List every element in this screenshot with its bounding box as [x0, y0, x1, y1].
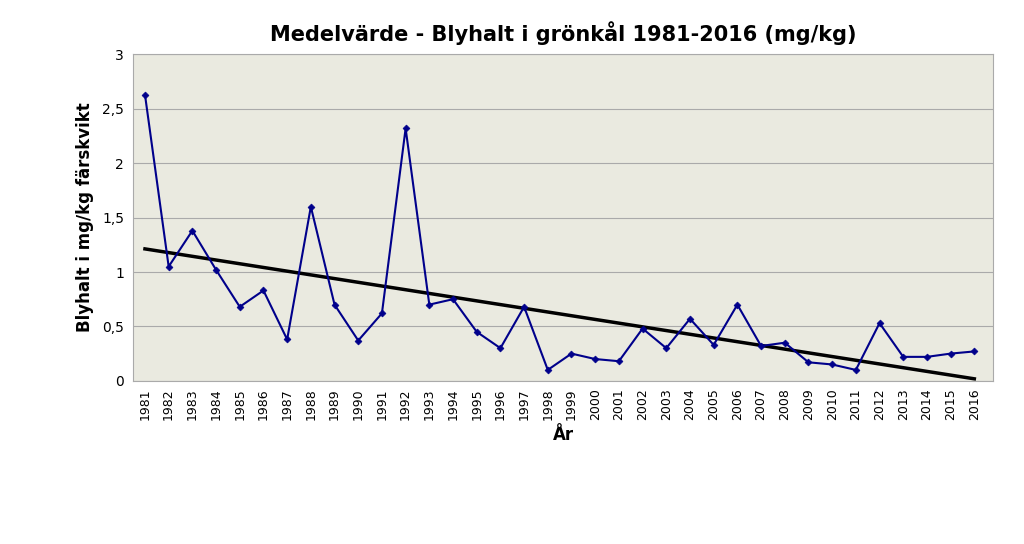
Title: Medelvärde - Blyhalt i grönkål 1981-2016 (mg/kg): Medelvärde - Blyhalt i grönkål 1981-2016…: [270, 21, 856, 45]
X-axis label: År: År: [553, 426, 573, 444]
Y-axis label: Blyhalt i mg/kg färskvikt: Blyhalt i mg/kg färskvikt: [76, 103, 94, 332]
